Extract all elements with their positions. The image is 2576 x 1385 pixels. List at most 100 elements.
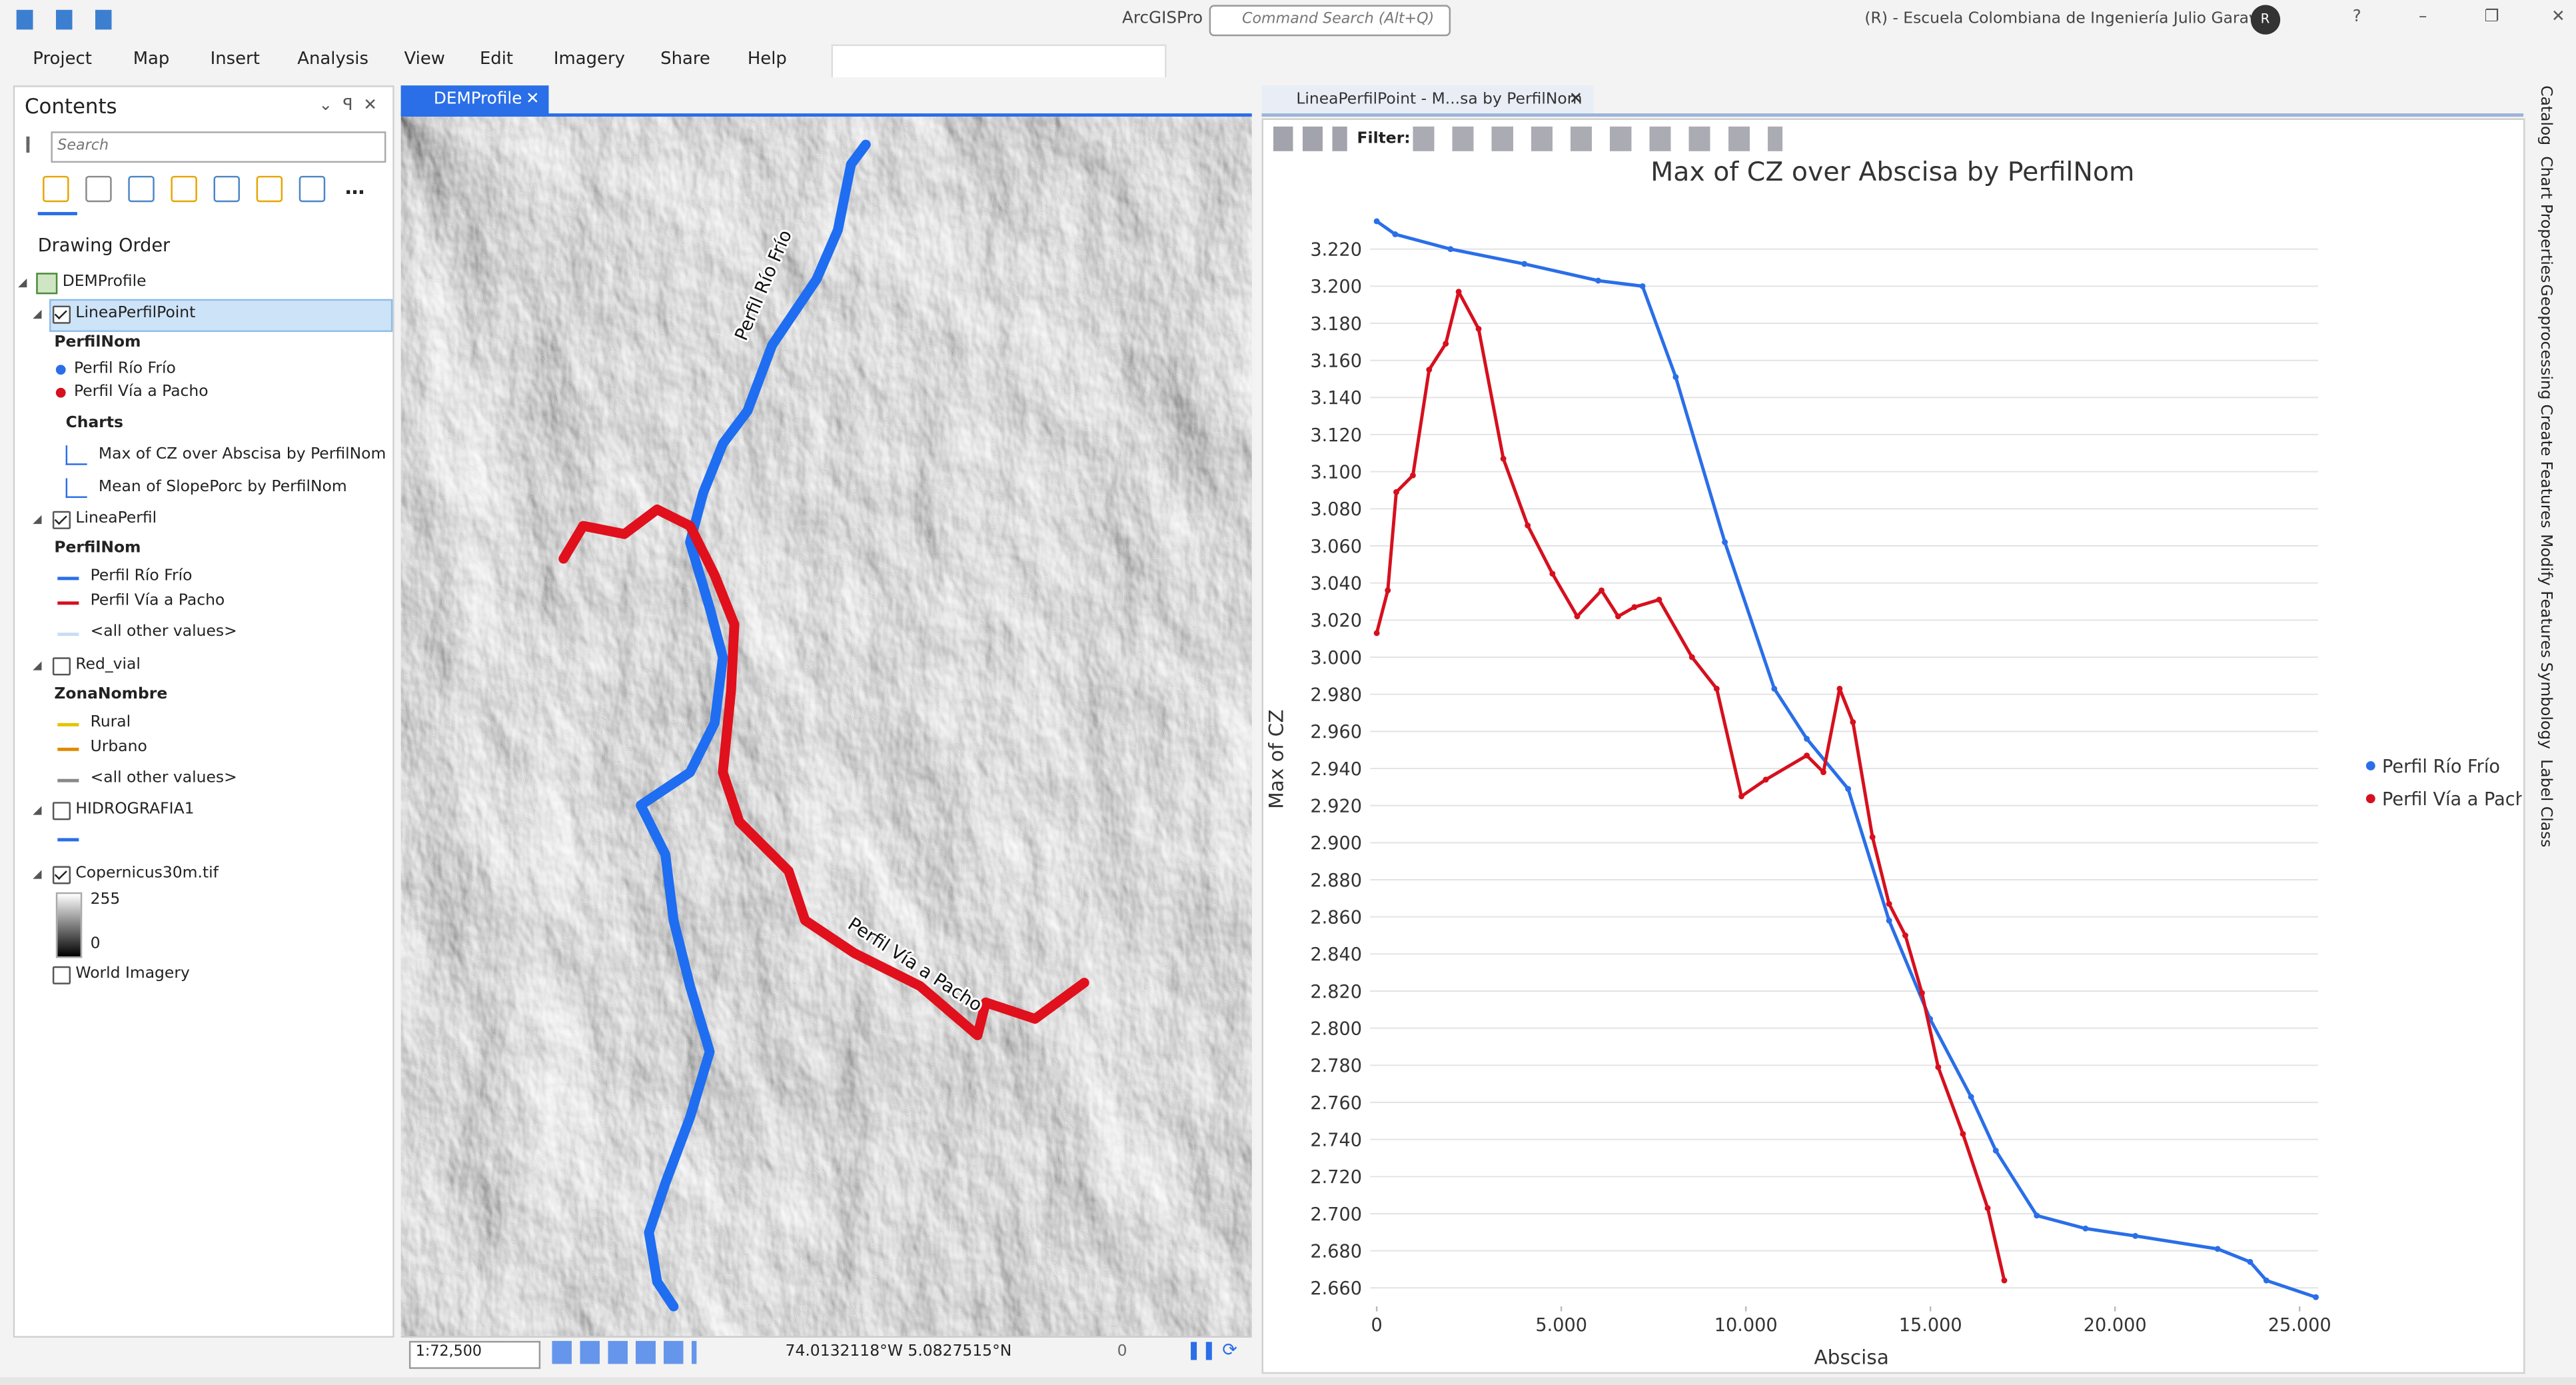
tree-item[interactable]: Rural: [90, 713, 131, 732]
tree-item[interactable]: DEMProfile: [62, 273, 147, 291]
data-point: [1443, 341, 1449, 347]
hillshade: [400, 117, 1252, 1336]
y-axis-label: Max of CZ: [1265, 709, 1288, 808]
tree-item[interactable]: Perfil Vía a Pacho: [73, 383, 209, 401]
side-tab[interactable]: Catalog: [2536, 85, 2555, 146]
expander[interactable]: ◢: [33, 803, 42, 817]
ribbon-tab[interactable]: Analysis: [297, 49, 368, 69]
tree-item[interactable]: Perfil Río Frío: [73, 359, 176, 379]
tree-item[interactable]: Urbano: [90, 738, 147, 756]
active-indicator: [37, 212, 77, 215]
contents-tool[interactable]: [43, 175, 69, 203]
ribbon-tab[interactable]: Map: [133, 49, 170, 69]
checkbox[interactable]: [52, 966, 71, 984]
checkbox[interactable]: [52, 305, 71, 324]
contents-tool[interactable]: [256, 175, 283, 203]
data-point: [1656, 597, 1662, 603]
side-tab[interactable]: Geoprocessing: [2536, 284, 2555, 400]
data-point: [1992, 1147, 1999, 1154]
data-point: [1475, 325, 1482, 332]
data-point: [1722, 539, 1728, 545]
avatar[interactable]: [2250, 5, 2281, 35]
series-line: [1375, 290, 2006, 1281]
ribbon-tab[interactable]: Edit: [479, 49, 514, 69]
x-tick-label: 15.000: [1899, 1315, 1962, 1336]
ribbon-tab[interactable]: Imagery: [553, 49, 625, 69]
y-tick-label: 3.160: [1310, 351, 1362, 372]
side-tab[interactable]: Chart Properties: [2536, 156, 2555, 283]
side-tab[interactable]: Symbology: [2536, 662, 2555, 749]
expander[interactable]: ◢: [33, 867, 42, 881]
tree-item[interactable]: World Imagery: [75, 964, 190, 983]
more-tools[interactable]: …: [344, 175, 365, 199]
command-search[interactable]: [1209, 5, 1451, 37]
ribbon-tab[interactable]: Project: [33, 49, 92, 69]
data-point: [1521, 261, 1528, 267]
y-tick-label: 2.680: [1310, 1241, 1362, 1262]
contents-tool[interactable]: [299, 175, 326, 203]
tree-item[interactable]: <all other values>: [90, 768, 237, 788]
ribbon-tab[interactable]: Share: [660, 49, 710, 69]
expander[interactable]: ◢: [18, 276, 27, 289]
symbol-dot: [55, 387, 66, 398]
ribbon-tab[interactable]: Insert: [210, 49, 260, 69]
data-point: [1639, 283, 1646, 289]
data-point: [1762, 776, 1769, 783]
contents-toolbar: …: [43, 175, 371, 205]
tree-item[interactable]: Red_vial: [75, 655, 141, 674]
tree-item[interactable]: LineaPerfil: [75, 509, 157, 528]
data-point: [1771, 685, 1778, 692]
map-tab[interactable]: [400, 85, 549, 115]
y-tick-label: 2.720: [1310, 1167, 1362, 1188]
expander[interactable]: ◢: [33, 307, 42, 321]
x-tick-label: 10.000: [1714, 1315, 1778, 1336]
ribbon-tab[interactable]: Help: [747, 49, 787, 69]
tree-item[interactable]: Copernicus30m.tif: [75, 864, 219, 883]
tree-item[interactable]: Perfil Río Frío: [90, 567, 193, 585]
checkbox[interactable]: [52, 802, 71, 820]
tree-item[interactable]: Charts: [65, 414, 123, 433]
expander[interactable]: ◢: [33, 513, 42, 526]
tree-item[interactable]: Max of CZ over Abscisa by PerfilNom: [98, 445, 386, 464]
map-status-bar: [400, 1336, 1252, 1374]
symbol-line: [57, 747, 79, 751]
data-point: [1574, 613, 1581, 620]
symbol-line: [57, 838, 79, 842]
map-view[interactable]: Perfil Río Frío Perfil Vía a Pacho: [400, 117, 1252, 1336]
expander[interactable]: ◢: [33, 659, 42, 673]
side-tab[interactable]: Modify Features: [2536, 534, 2555, 659]
checkbox[interactable]: [52, 866, 71, 884]
contents-tool[interactable]: [85, 175, 112, 203]
tree-item[interactable]: PerfilNom: [54, 333, 141, 352]
contents-tool[interactable]: [213, 175, 240, 203]
y-tick-label: 2.800: [1310, 1019, 1362, 1040]
y-tick-label: 2.840: [1310, 944, 1362, 965]
tree-item[interactable]: 255: [90, 890, 121, 909]
search-box[interactable]: [51, 131, 386, 163]
contents-tool[interactable]: [171, 175, 197, 203]
quick-access[interactable]: [16, 9, 197, 30]
y-tick-label: 2.820: [1310, 982, 1362, 1002]
chart-tab[interactable]: [1261, 85, 1594, 115]
checkbox[interactable]: [52, 511, 71, 529]
ribbon-tab[interactable]: View: [404, 49, 445, 69]
data-point: [1688, 654, 1695, 661]
tree-item[interactable]: <all other values>: [90, 623, 237, 641]
tree-item[interactable]: LineaPerfilPoint: [75, 304, 196, 323]
scale-box[interactable]: [408, 1340, 541, 1369]
checkbox[interactable]: [52, 657, 71, 676]
side-tab[interactable]: Create Features: [2536, 404, 2555, 529]
tree-item[interactable]: 0: [90, 934, 101, 954]
user-name: (R) - Escuela Colombiana de Ingeniería J…: [1864, 9, 2278, 28]
tree-item[interactable]: HIDROGRAFIA1: [75, 800, 195, 818]
tree-item[interactable]: ZonaNombre: [54, 685, 168, 704]
tree-item[interactable]: Perfil Vía a Pacho: [90, 591, 225, 610]
y-tick-label: 2.660: [1310, 1278, 1362, 1299]
contents-tool[interactable]: [128, 175, 155, 203]
tree-item[interactable]: PerfilNom: [54, 539, 141, 557]
chart-tab-text: LineaPerfilPoint - M...sa by PerfilNom: [1296, 90, 1583, 109]
tree-item[interactable]: Mean of SlopePorc by PerfilNom: [98, 478, 347, 497]
data-point: [1615, 613, 1621, 620]
side-tab[interactable]: Label Class: [2536, 759, 2555, 848]
scale-text: 1:72,500: [415, 1344, 482, 1361]
